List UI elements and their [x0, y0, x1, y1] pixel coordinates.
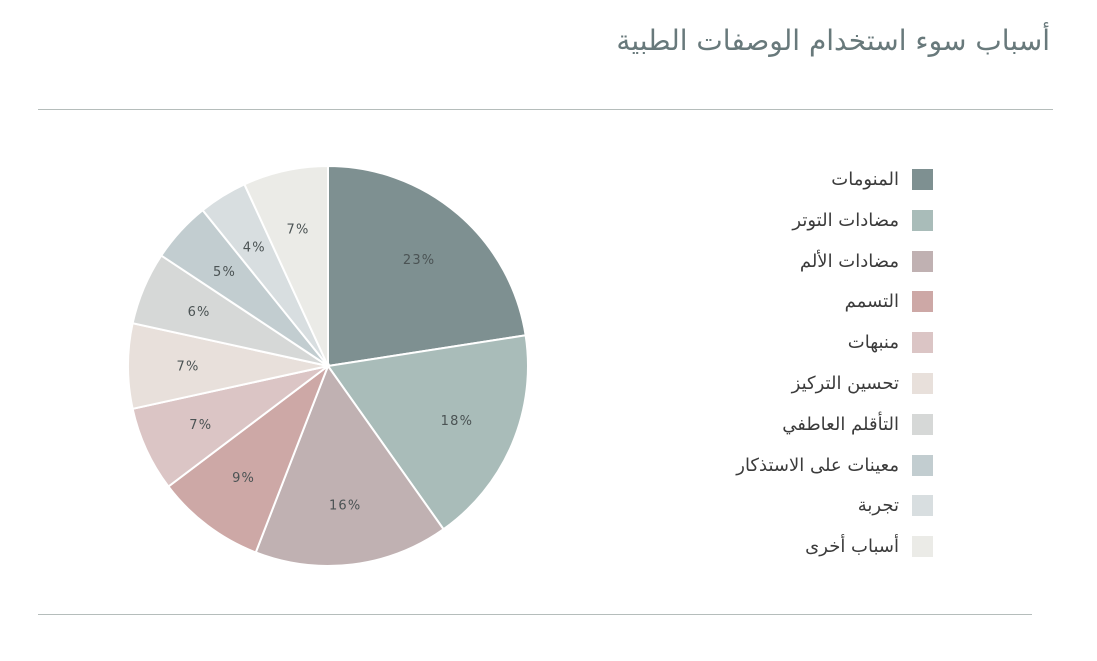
legend-item-label: تجربة	[857, 495, 899, 517]
legend-item-label: التأقلم العاطفي	[782, 413, 899, 435]
legend-color-swatch	[912, 291, 933, 313]
pie-chart: 23% 18% 16% 9% 7% 7% 6% 5% 4% 7%	[123, 161, 533, 571]
slice-label-9: 7%	[286, 223, 309, 238]
legend-item: منبهات	[736, 332, 933, 354]
legend-item-label: أسباب أخرى	[805, 536, 899, 558]
legend-item: مضادات التوتر	[736, 209, 933, 231]
legend-item-label: تحسين التركيز	[791, 372, 899, 394]
legend-item: المنومات	[736, 169, 933, 190]
legend-color-swatch	[912, 454, 933, 476]
legend-item-label: منبهات	[847, 332, 899, 354]
legend-item: التسمم	[736, 291, 933, 313]
legend-item: مضادات الألم	[736, 250, 933, 272]
legend-item-label: معينات على الاستذكار	[736, 454, 899, 476]
legend-item-label: مضادات الألم	[799, 250, 899, 272]
slice-label-7: 5%	[213, 265, 236, 280]
legend-item-label: مضادات التوتر	[792, 209, 899, 231]
legend-color-swatch	[912, 536, 933, 558]
slice-label-8: 4%	[243, 241, 266, 256]
legend-item-label: التسمم	[844, 291, 899, 313]
slice-label-1: 18%	[441, 414, 474, 429]
legend-item: أسباب أخرى	[736, 536, 933, 558]
slice-label-2: 16%	[329, 498, 362, 513]
legend-color-swatch	[912, 169, 933, 190]
pie-slice-0	[327, 164, 527, 368]
top-divider	[38, 109, 1053, 110]
pie-slice-1	[326, 334, 529, 531]
bottom-divider	[38, 614, 1032, 615]
legend-item: تحسين التركيز	[736, 372, 933, 394]
pie-slice-3	[166, 363, 331, 554]
legend-color-swatch	[912, 372, 933, 394]
legend-item: التأقلم العاطفي	[736, 413, 933, 435]
legend-color-swatch	[912, 413, 933, 435]
legend-item: تجربة	[736, 495, 933, 517]
legend-item-label: المنومات	[831, 169, 899, 190]
pie-chart-svg: 23% 18% 16% 9% 7% 7% 6% 5% 4% 7%	[126, 164, 529, 567]
chart-title: أسباب سوء استخدام الوصفات الطبية	[616, 24, 1050, 57]
pie-slice-2	[254, 363, 445, 567]
slice-label-0: 23%	[403, 253, 436, 268]
legend-color-swatch	[912, 332, 933, 354]
slice-label-4: 7%	[189, 418, 212, 433]
slice-label-5: 7%	[176, 360, 199, 375]
slice-label-6: 6%	[188, 305, 211, 320]
legend-color-swatch	[912, 209, 933, 231]
pie-slice-9	[243, 164, 329, 367]
slice-label-3: 9%	[232, 471, 255, 486]
legend-color-swatch	[912, 250, 933, 272]
chart-legend: المنومات مضادات التوتر مضادات الألم التسمم م…	[736, 169, 933, 558]
legend-item: معينات على الاستذكار	[736, 454, 933, 476]
legend-color-swatch	[912, 495, 933, 517]
